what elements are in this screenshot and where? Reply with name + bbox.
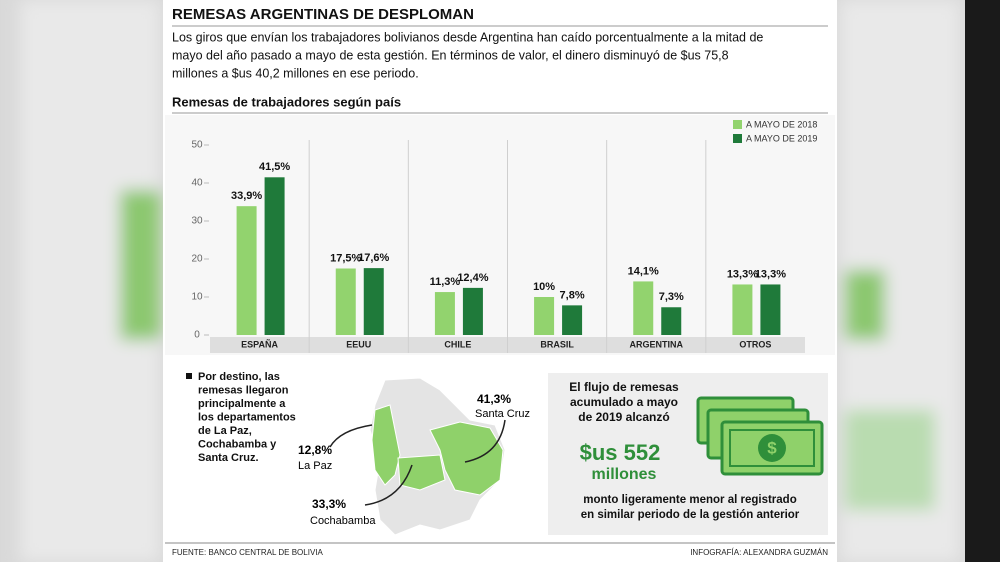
credit: INFOGRAFÍA: ALEXANDRA GUZMÁN (690, 548, 828, 557)
dark-edge (965, 0, 1000, 562)
x-tick-label: OTROS (739, 339, 771, 349)
bar (264, 177, 285, 335)
legend-swatch (733, 134, 742, 143)
bar (462, 287, 483, 335)
value-label: 17,6% (358, 252, 389, 264)
bar (661, 307, 682, 335)
map-value: 33,3% (312, 497, 346, 511)
map-label: Santa Cruz (475, 408, 530, 420)
blurred-side (20, 0, 960, 562)
value-label: 13,3% (755, 268, 786, 280)
value-label: 10% (533, 281, 555, 293)
highlight-intro: acumulado a mayo (570, 395, 678, 409)
y-tick-label: 30 (191, 216, 203, 227)
chart-title: Remesas de trabajadores según país (172, 94, 401, 109)
note-line: los departamentos (198, 411, 296, 423)
x-tick-label: EEUU (346, 339, 371, 349)
note-line: Santa Cruz. (198, 452, 259, 464)
value-label: 33,9% (231, 190, 262, 202)
legend-label: A MAYO DE 2019 (746, 133, 817, 143)
value-label: 17,5% (330, 252, 361, 264)
svg-text:$: $ (767, 438, 777, 457)
value-label: 41,5% (259, 161, 290, 173)
y-tick-label: 0 (194, 330, 200, 341)
x-tick-label: ESPAÑA (241, 339, 278, 349)
lead: millones a $us 40,2 millones en ese peri… (172, 66, 419, 80)
bullet (186, 373, 192, 379)
note-line: Cochabamba y (198, 438, 277, 450)
x-tick-label: CHILE (444, 339, 471, 349)
x-tick-label: BRASIL (540, 339, 574, 349)
map: 41,3% Santa Cruz 12,8% La Paz 33,3% Coch… (298, 377, 530, 536)
bar-chart: 0 10 20 30 40 50 ESPAÑA EEUU CHILE BRASIL ARGENTIN… (191, 119, 817, 353)
value-label: 7,8% (560, 289, 585, 301)
map-value: 41,3% (477, 392, 511, 406)
bar (434, 292, 455, 335)
map-label: Cochabamba (310, 515, 376, 527)
money-icon: $ (696, 396, 824, 476)
title: REMESAS ARGENTINAS DE DESPLOMAN (172, 6, 474, 23)
legend-swatch (733, 120, 742, 129)
bar (732, 284, 753, 335)
note-line: principalmente a (198, 398, 286, 410)
source: FUENTE: BANCO CENTRAL DE BOLIVIA (172, 548, 324, 557)
value-label: 13,3% (727, 268, 758, 280)
y-tick-label: 10 (191, 292, 203, 303)
y-tick-label: 40 (191, 178, 203, 189)
bar (236, 206, 257, 335)
x-tick-label: ARGENTINA (630, 339, 684, 349)
note-line: remesas llegaron (198, 384, 289, 396)
highlight-outro: en similar periodo de la gestión anterio… (581, 509, 800, 521)
lead: Los giros que envían los trabajadores bo… (172, 30, 763, 44)
value-label: 14,1% (628, 265, 659, 277)
bar (335, 268, 356, 335)
bar (633, 281, 654, 335)
map-label: La Paz (298, 460, 332, 472)
highlight-intro: de 2019 alcanzó (578, 410, 669, 424)
y-tick-label: 50 (191, 140, 203, 151)
map-value: 12,8% (298, 443, 332, 457)
lead: mayo del año pasado a mayo de esta gesti… (172, 48, 729, 62)
highlight-outro: monto ligeramente menor al registrado (583, 494, 796, 506)
bar (562, 305, 583, 335)
bar (534, 297, 555, 335)
value-label: 12,4% (457, 272, 488, 284)
value-label: 7,3% (659, 291, 684, 303)
bar (760, 284, 781, 335)
highlight-unit: millones (592, 466, 657, 483)
y-tick-label: 20 (191, 254, 203, 265)
value-label: 11,3% (430, 276, 461, 288)
legend-label: A MAYO DE 2018 (746, 119, 817, 129)
highlight-amount: $us 552 (580, 440, 661, 465)
note-line: Por destino, las (198, 371, 280, 383)
bar (363, 268, 384, 335)
note-line: de La Paz, (198, 425, 252, 437)
highlight-intro: El flujo de remesas (569, 380, 679, 394)
